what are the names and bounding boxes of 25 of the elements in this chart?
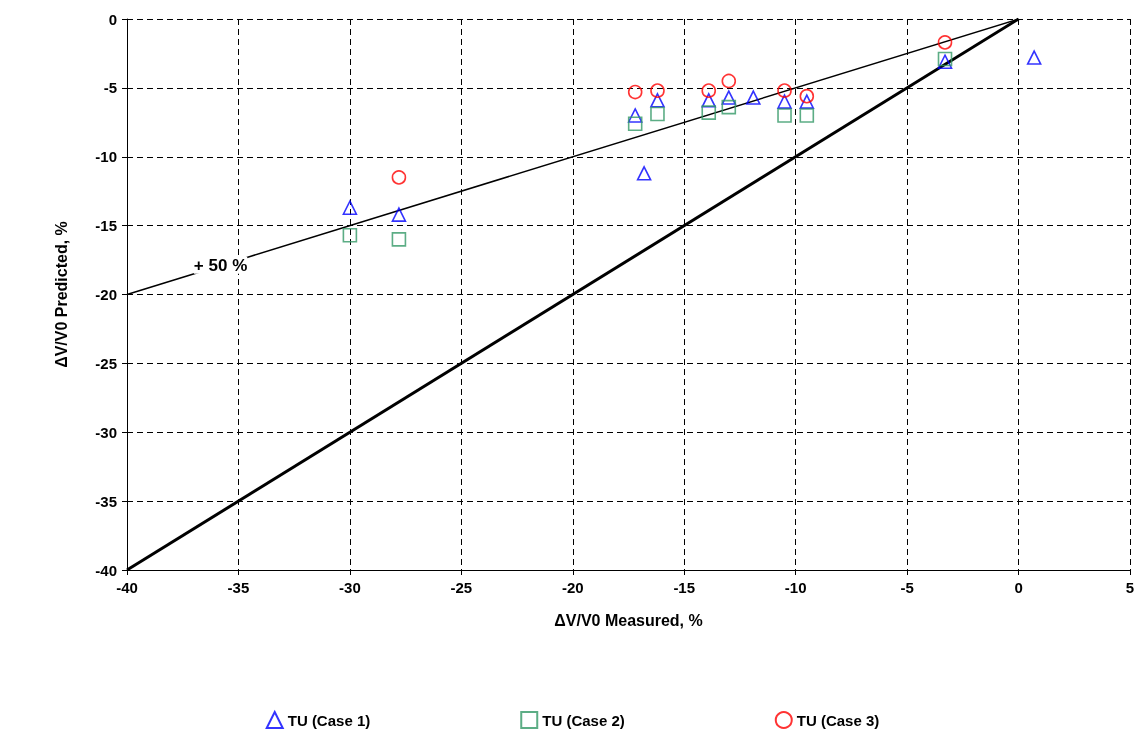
x-axis-title: ΔV/V0 Measured, % [554, 611, 703, 629]
y-tick-label: -40 [95, 561, 117, 579]
x-tick-label: 0 [1014, 579, 1023, 596]
legend-label: TU (Case 3) [796, 711, 880, 729]
y-tick-label: -5 [103, 79, 117, 97]
annotation: + 50 % [193, 255, 248, 275]
x-tick-label: -35 [227, 579, 250, 596]
y-tick-label: -10 [95, 148, 117, 166]
x-tick-label: -30 [339, 579, 361, 596]
y-tick-label: 0 [108, 10, 117, 28]
y-axis-title: ΔV/V0 Predicted, % [52, 221, 70, 368]
x-tick-label: -20 [561, 579, 584, 596]
legend-label: TU (Case 2) [542, 711, 625, 729]
x-tick-label: -5 [900, 579, 914, 596]
y-tick-label: -30 [95, 423, 117, 441]
y-tick-label: -25 [95, 354, 117, 372]
legend-label: TU (Case 1) [287, 711, 371, 729]
x-tick-label: -40 [116, 579, 138, 596]
x-tick-label: -15 [673, 579, 696, 596]
x-tick-label: -10 [784, 579, 807, 596]
y-tick-label: -15 [95, 217, 117, 235]
x-tick-label: -25 [450, 579, 473, 596]
y-tick-label: -35 [95, 492, 117, 510]
y-tick-label: -20 [95, 286, 117, 303]
x-tick-label: 5 [1125, 579, 1135, 596]
